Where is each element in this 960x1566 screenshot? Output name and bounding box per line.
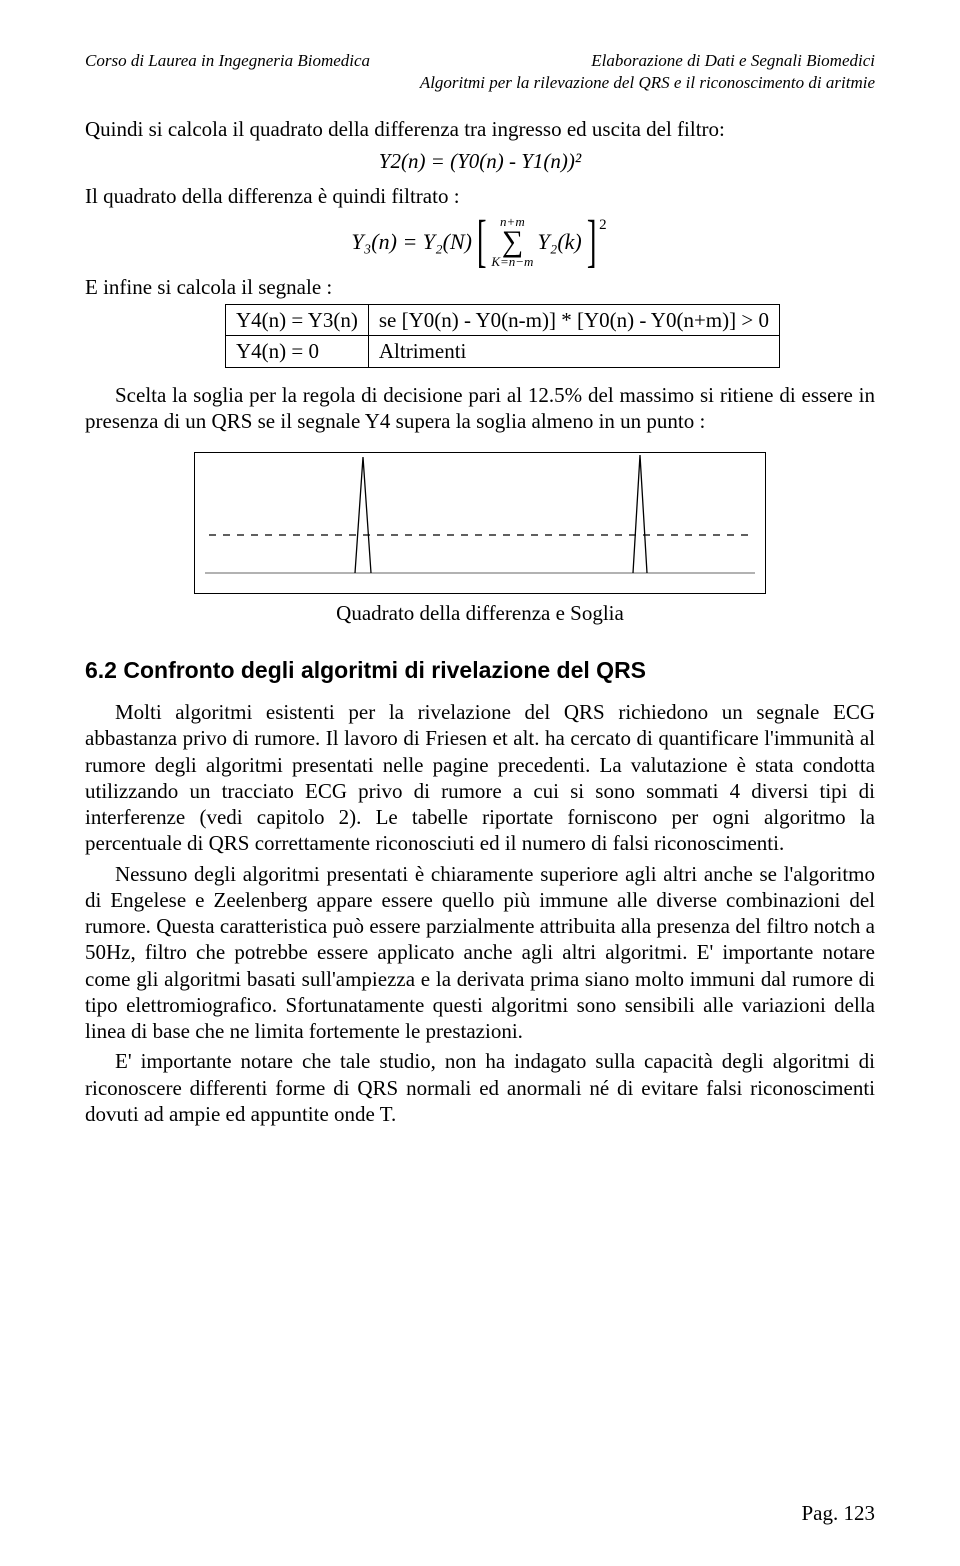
paragraph-3: E' importante notare che tale studio, no… (85, 1048, 875, 1127)
threshold-paragraph: Scelta la soglia per la regola di decisi… (85, 382, 875, 435)
header-left-line1: Corso di Laurea in Ingegneria Biomedica (85, 51, 370, 70)
cell-r2c1: Y4(n) = 0 (226, 336, 369, 367)
equation-1: Y2(n) = (Y0(n) - Y1(n))² (379, 149, 581, 173)
cell-r2c2: Altrimenti (368, 336, 779, 367)
page-header: Corso di Laurea in Ingegneria Biomedica … (85, 50, 875, 94)
table-row: Y4(n) = Y3(n) se [Y0(n) - Y0(n-m)] * [Y0… (226, 305, 780, 336)
eq2-exponent: 2 (599, 216, 607, 235)
condition-table: Y4(n) = Y3(n) se [Y0(n) - Y0(n-m)] * [Y0… (225, 304, 875, 368)
eq2-inner: Y₂(k) (537, 228, 581, 256)
header-right-line1: Elaborazione di Dati e Segnali Biomedici (420, 50, 875, 72)
intro-p1: Quindi si calcola il quadrato della diff… (85, 116, 875, 142)
page-number: Pag. 123 (802, 1501, 876, 1526)
header-left: Corso di Laurea in Ingegneria Biomedica (85, 50, 370, 94)
sum-symbol: n+m ∑ K=n−m (491, 215, 533, 268)
equation-2: Y₃(n) = Y₂(N) [ n+m ∑ K=n−m Y₂(k) ] 2 (85, 215, 875, 268)
chart-caption: Quadrato della differenza e Soglia (85, 600, 875, 626)
intro-p2: Il quadrato della differenza è quindi fi… (85, 183, 875, 209)
bracket-left: [ (477, 218, 487, 264)
intro-p3: E infine si calcola il segnale : (85, 274, 875, 300)
eq2-lhs: Y₃(n) = Y₂(N) (351, 228, 472, 256)
section-heading: 6.2 Confronto degli algoritmi di rivelaz… (85, 656, 875, 685)
signal-chart (194, 452, 766, 594)
sum-lower: K=n−m (491, 255, 533, 268)
header-right-line2: Algoritmi per la rilevazione del QRS e i… (420, 72, 875, 94)
cell-r1c1: Y4(n) = Y3(n) (226, 305, 369, 336)
header-right: Elaborazione di Dati e Segnali Biomedici… (420, 50, 875, 94)
sigma-icon: ∑ (502, 228, 523, 255)
chart-svg (195, 453, 765, 593)
paragraph-2: Nessuno degli algoritmi presentati è chi… (85, 861, 875, 1045)
table-row: Y4(n) = 0 Altrimenti (226, 336, 780, 367)
cell-r1c2: se [Y0(n) - Y0(n-m)] * [Y0(n) - Y0(n+m)]… (379, 308, 769, 332)
bracket-right: ] (587, 218, 597, 264)
paragraph-1: Molti algoritmi esistenti per la rivelaz… (85, 699, 875, 857)
